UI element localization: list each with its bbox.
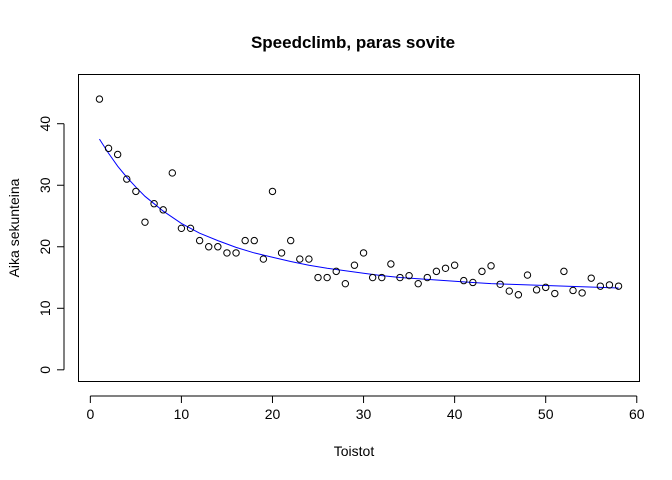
data-point [396,273,404,282]
data-point [296,255,304,263]
data-point [305,255,313,263]
data-point [132,187,140,196]
data-point [268,187,277,196]
data-point [532,286,541,294]
data-point [104,144,113,153]
x-tick-label: 40 [447,406,463,422]
data-point [195,236,204,245]
x-tick-label: 10 [174,406,190,422]
plot-frame [78,74,640,382]
y-tick-label: 10 [37,300,53,316]
data-point [405,271,413,280]
data-point [551,289,559,298]
x-axis-label: Toistot [334,443,375,459]
data-point [259,255,268,263]
data-point [95,95,104,103]
data-point [123,175,131,183]
data-point [542,283,550,292]
data-point [141,218,149,226]
data-point [368,273,377,282]
data-point [341,279,350,288]
data-point [614,282,623,290]
data-point [578,289,586,297]
points-layer [95,95,623,299]
y-tick-label: 0 [37,366,53,374]
x-tick-label: 20 [265,406,281,422]
data-point [387,260,395,268]
x-tick-label: 30 [356,406,372,422]
data-point [450,261,459,269]
data-point [569,286,577,295]
data-point [460,276,468,285]
data-point [287,236,295,245]
x-tick-label: 50 [538,406,554,422]
x-tick-label: 0 [86,406,94,422]
data-point [414,279,422,288]
data-point [177,224,186,233]
data-point [487,262,495,270]
data-point [469,278,477,287]
y-tick-label: 20 [37,239,53,255]
data-point [378,273,386,282]
data-point [232,249,240,257]
data-point [359,249,368,257]
data-point [205,243,213,251]
x-axis: 0 10 20 30 40 50 60 [86,395,645,422]
data-point [277,249,286,257]
data-point [168,169,177,177]
data-point [314,273,322,282]
fit-line [99,138,619,289]
data-point [560,267,568,276]
y-axis: 0 10 20 30 40 [37,116,65,374]
data-point [350,261,359,269]
data-point [441,264,450,272]
data-point [150,200,158,208]
data-point [587,274,595,282]
data-point [432,267,441,276]
data-point [478,267,486,276]
fit-layer [99,138,619,289]
data-point [523,271,532,279]
y-tick-label: 30 [37,177,53,193]
chart-title: Speedclimb, paras sovite [251,33,455,52]
data-point [241,236,249,245]
data-point [214,243,222,251]
data-point [186,224,195,233]
data-point [323,273,331,282]
data-point [113,150,122,159]
data-point [423,273,431,282]
data-point [505,287,513,295]
data-point [514,291,523,299]
data-point [605,281,614,289]
data-point [496,280,504,288]
data-point [223,249,231,257]
data-point [332,267,340,276]
y-tick-label: 40 [37,116,53,132]
x-tick-label: 60 [629,406,645,422]
data-point [250,236,258,245]
y-axis-label: Aika sekunteina [6,178,22,277]
data-point [159,206,167,214]
data-point [596,282,605,290]
